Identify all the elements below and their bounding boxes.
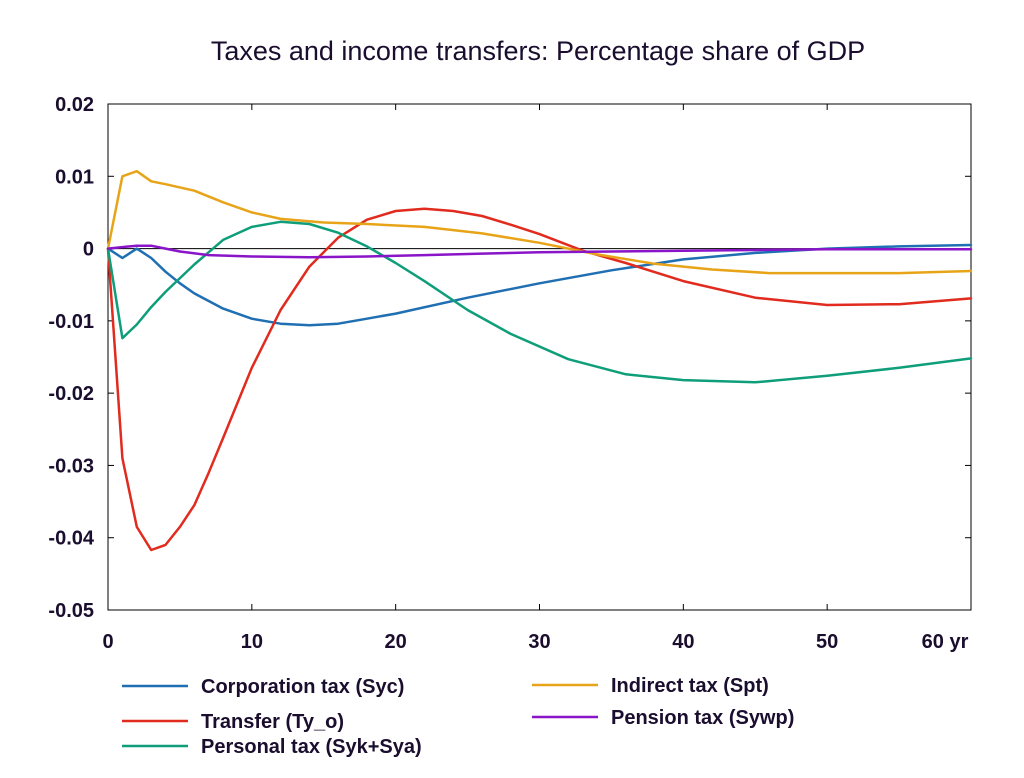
chart-title: Taxes and income transfers: Percentage s…	[211, 36, 865, 66]
y-tick-label: 0.02	[55, 94, 94, 116]
legend: Corporation tax (Syc) Transfer (Ty_o) Pers…	[122, 675, 794, 758]
x-tick-label: 20	[385, 631, 407, 653]
legend-label: Pension tax (Sywp)	[611, 707, 794, 729]
series-line-4	[106, 169, 973, 275]
y-tick-label: -0.05	[48, 600, 94, 622]
x-tick-label: 50	[816, 631, 838, 653]
series-line-2	[106, 207, 973, 552]
legend-label: Indirect tax (Spt)	[611, 675, 769, 697]
legend-item-4: Indirect tax (Spt)	[532, 675, 769, 697]
x-tick-label: 10	[241, 631, 263, 653]
x-tick-label: 60 yr	[922, 631, 969, 653]
legend-item-3: Personal tax (Syk+Sya)	[122, 736, 422, 758]
y-tick-label: -0.04	[48, 528, 94, 550]
legend-item-1: Corporation tax (Syc)	[122, 676, 404, 698]
y-tick-label: 0.01	[55, 166, 94, 188]
legend-item-5: Pension tax (Sywp)	[532, 707, 794, 729]
legend-item-2: Transfer (Ty_o)	[122, 711, 344, 733]
x-tick-label: 40	[672, 631, 694, 653]
y-tick-label: -0.02	[48, 383, 94, 405]
x-tick-label: 30	[528, 631, 550, 653]
y-tick-label: -0.03	[48, 455, 94, 477]
series-line-3	[106, 220, 973, 384]
series-line-1	[106, 243, 973, 327]
legend-label: Personal tax (Syk+Sya)	[201, 736, 422, 758]
x-tick-label: 0	[102, 631, 113, 653]
legend-label: Corporation tax (Syc)	[201, 676, 404, 698]
legend-label: Transfer (Ty_o)	[201, 711, 344, 733]
y-tick-label: -0.01	[48, 311, 94, 333]
series-line-5	[106, 244, 973, 259]
plot-area: 0.02 0.01 0 -0.01 -0.02 -0.03 -0.04 -0.05 0 10 20 3…	[48, 94, 973, 653]
y-tick-label: 0	[83, 239, 94, 261]
plot-frame	[107, 103, 972, 611]
